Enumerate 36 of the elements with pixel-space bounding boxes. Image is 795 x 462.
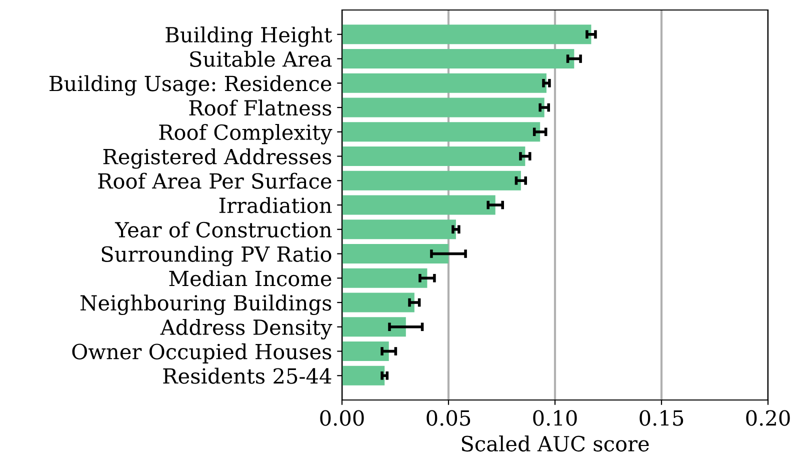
y-tick-label: Roof Area Per Surface bbox=[98, 172, 332, 189]
bar bbox=[342, 195, 496, 215]
y-tick-label: Building Usage: Residence bbox=[50, 75, 332, 96]
y-tick-label: Irradiation bbox=[219, 197, 332, 214]
bar bbox=[342, 24, 592, 44]
bar bbox=[342, 268, 428, 288]
y-tick-label: Address Density bbox=[160, 318, 332, 340]
bar bbox=[342, 98, 544, 118]
bar bbox=[342, 317, 406, 337]
bar bbox=[342, 170, 521, 190]
bar bbox=[342, 122, 540, 142]
y-tick-label: Owner Occupied Houses bbox=[72, 343, 332, 364]
bar bbox=[342, 146, 526, 166]
x-tick-label: 0.10 bbox=[533, 410, 577, 426]
y-tick-label: Median Income bbox=[169, 270, 332, 286]
y-tick-label: Building Height bbox=[166, 26, 332, 47]
x-tick-label: 0.20 bbox=[746, 410, 790, 426]
y-tick-label: Registered Addresses bbox=[103, 148, 332, 169]
y-tick-label: Roof Complexity bbox=[159, 124, 332, 144]
x-tick-label: 0.15 bbox=[640, 410, 684, 426]
bar bbox=[342, 220, 456, 240]
bar bbox=[342, 73, 546, 93]
y-tick-label: Residents 25-44 bbox=[163, 368, 332, 384]
x-tick-label: 0.00 bbox=[320, 410, 364, 426]
y-tick-label: Suitable Area bbox=[190, 50, 332, 67]
bar bbox=[342, 366, 385, 386]
bar bbox=[342, 292, 414, 312]
bar bbox=[342, 49, 574, 68]
bar bbox=[342, 244, 448, 264]
bar bbox=[342, 342, 389, 361]
y-tick-label: Roof Flatness bbox=[189, 100, 332, 116]
y-tick-label: Neighbouring Buildings bbox=[80, 294, 332, 316]
y-tick-label: Surrounding PV Ratio bbox=[102, 246, 332, 266]
x-axis-title: Scaled AUC score bbox=[462, 435, 649, 452]
y-tick-label: Year of Construction bbox=[114, 221, 332, 238]
x-tick-label: 0.05 bbox=[426, 410, 470, 426]
